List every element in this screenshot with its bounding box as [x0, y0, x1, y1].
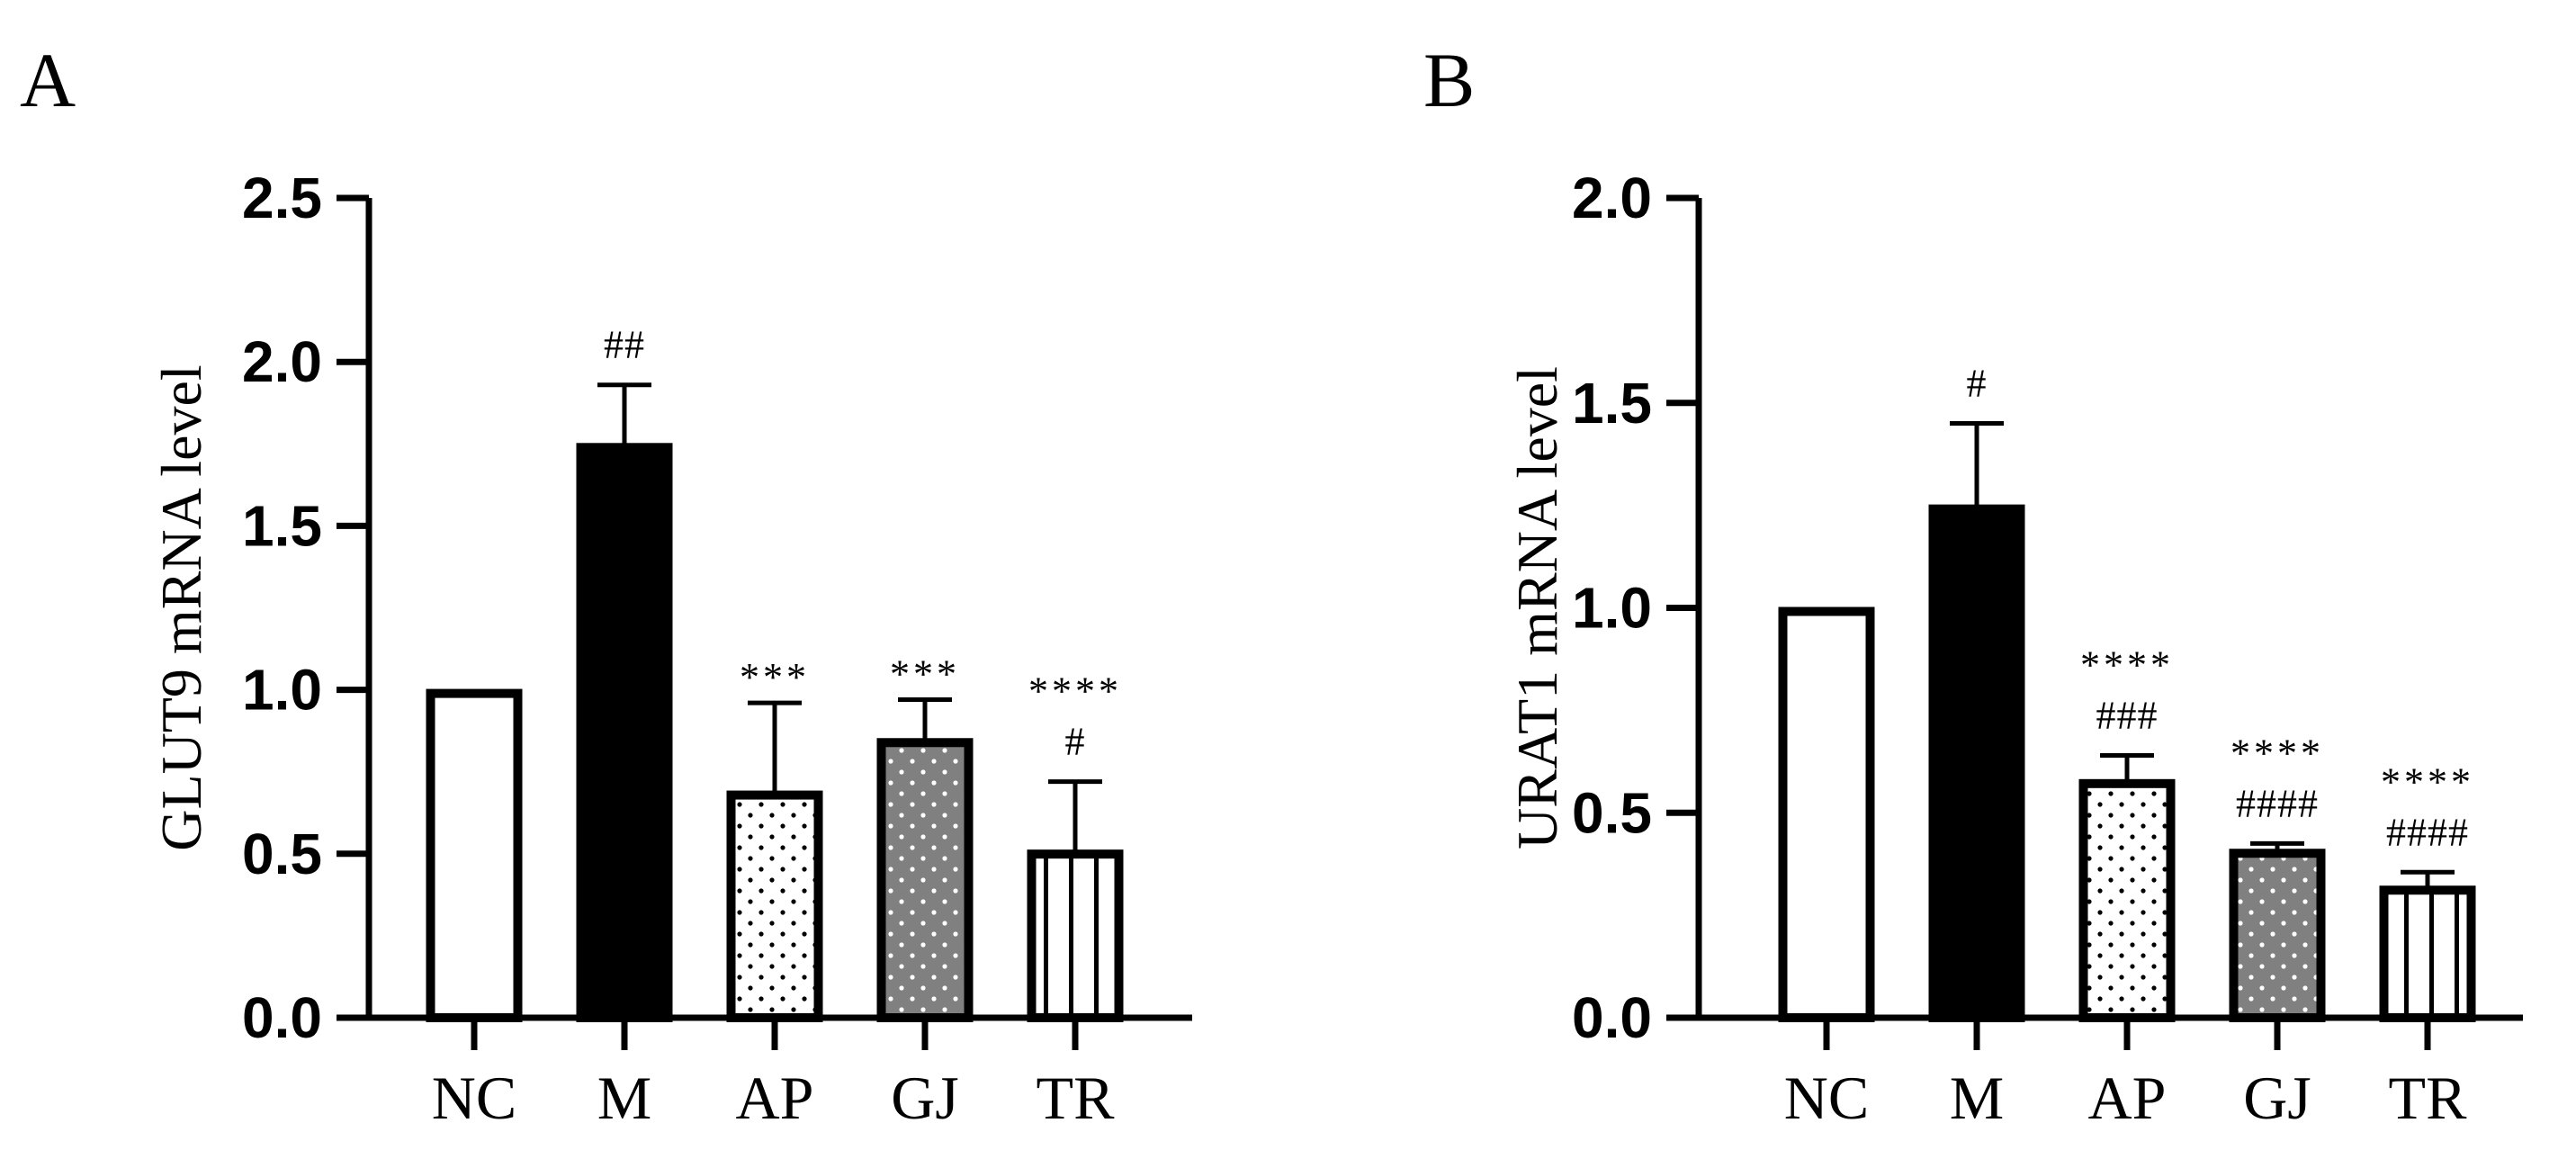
panel-b-chart: B URAT1 mRNA level 0.0 0.5 1.0 1.5 2.0 NC M # AP…: [1423, 37, 2523, 1132]
significance-stars: ***: [740, 655, 810, 699]
panel-b-y-axis-title: URAT1 mRNA level: [1505, 366, 1569, 849]
bar: [2229, 849, 2326, 1022]
panel-a-y-axis-title-group: GLUT9 mRNA level: [149, 364, 213, 850]
y-tick-label: 0.5: [242, 822, 322, 886]
panel-a-letter: A: [20, 37, 76, 123]
bar: [1027, 849, 1124, 1022]
y-tick-label: 1.0: [1572, 576, 1652, 641]
y-tick-label: 1.5: [242, 493, 322, 558]
significance-stars: ****: [2381, 759, 2474, 804]
y-tick-label: 1.0: [242, 658, 322, 723]
bar: [2078, 778, 2176, 1022]
x-category-label: AP: [736, 1064, 814, 1132]
y-tick-label: 0.0: [1572, 985, 1652, 1050]
significance-hash: ###: [2096, 693, 2159, 737]
x-category-label: M: [597, 1064, 651, 1132]
significance-stars: ****: [2230, 731, 2324, 775]
panel-a-chart: A GLUT9 mRNA level 0.0 0.5 1.0 1.5 2.0 2.5 NC M…: [20, 37, 1192, 1132]
panel-b-letter: B: [1423, 37, 1475, 123]
panel-a-y-axis-title: GLUT9 mRNA level: [149, 364, 213, 850]
panel-a-marks: 0.0 0.5 1.0 1.5 2.0 2.5 NC M ## AP *** GJ *** TR # ****: [242, 166, 1192, 1132]
y-tick-label: 2.5: [242, 166, 322, 230]
x-category-label: NC: [432, 1064, 516, 1132]
x-category-label: TR: [1037, 1064, 1116, 1132]
significance-hash: #: [1967, 362, 1988, 406]
y-tick-label: 0.5: [1572, 780, 1652, 845]
significance-hash: ####: [2236, 781, 2319, 825]
y-tick-label: 2.0: [1572, 166, 1652, 230]
y-tick-label: 2.0: [242, 329, 322, 394]
bar: [576, 443, 673, 1022]
significance-hash: ##: [604, 323, 645, 367]
x-category-label: NC: [1784, 1064, 1869, 1132]
x-category-label: TR: [2389, 1064, 2468, 1132]
panel-b-y-axis-title-group: URAT1 mRNA level: [1505, 366, 1569, 849]
bar: [2379, 885, 2476, 1022]
bar: [876, 738, 974, 1022]
bar: [726, 790, 823, 1023]
panel-b-marks: 0.0 0.5 1.0 1.5 2.0 NC M # AP ### **** GJ #### **** TR…: [1572, 166, 2523, 1132]
significance-stars: ****: [1028, 669, 1122, 714]
significance-hash: #: [1065, 720, 1086, 764]
x-category-label: AP: [2088, 1064, 2167, 1132]
bar: [1778, 606, 1875, 1022]
significance-stars: ****: [2080, 642, 2174, 687]
y-tick-label: 0.0: [242, 985, 322, 1050]
significance-hash: ####: [2386, 810, 2469, 854]
bar: [426, 688, 523, 1022]
x-category-label: GJ: [891, 1064, 959, 1132]
x-category-label: M: [1950, 1064, 2004, 1132]
y-tick-label: 1.5: [1572, 371, 1652, 436]
x-category-label: GJ: [2243, 1064, 2311, 1132]
bar: [1928, 504, 2025, 1022]
significance-stars: ***: [890, 652, 960, 696]
